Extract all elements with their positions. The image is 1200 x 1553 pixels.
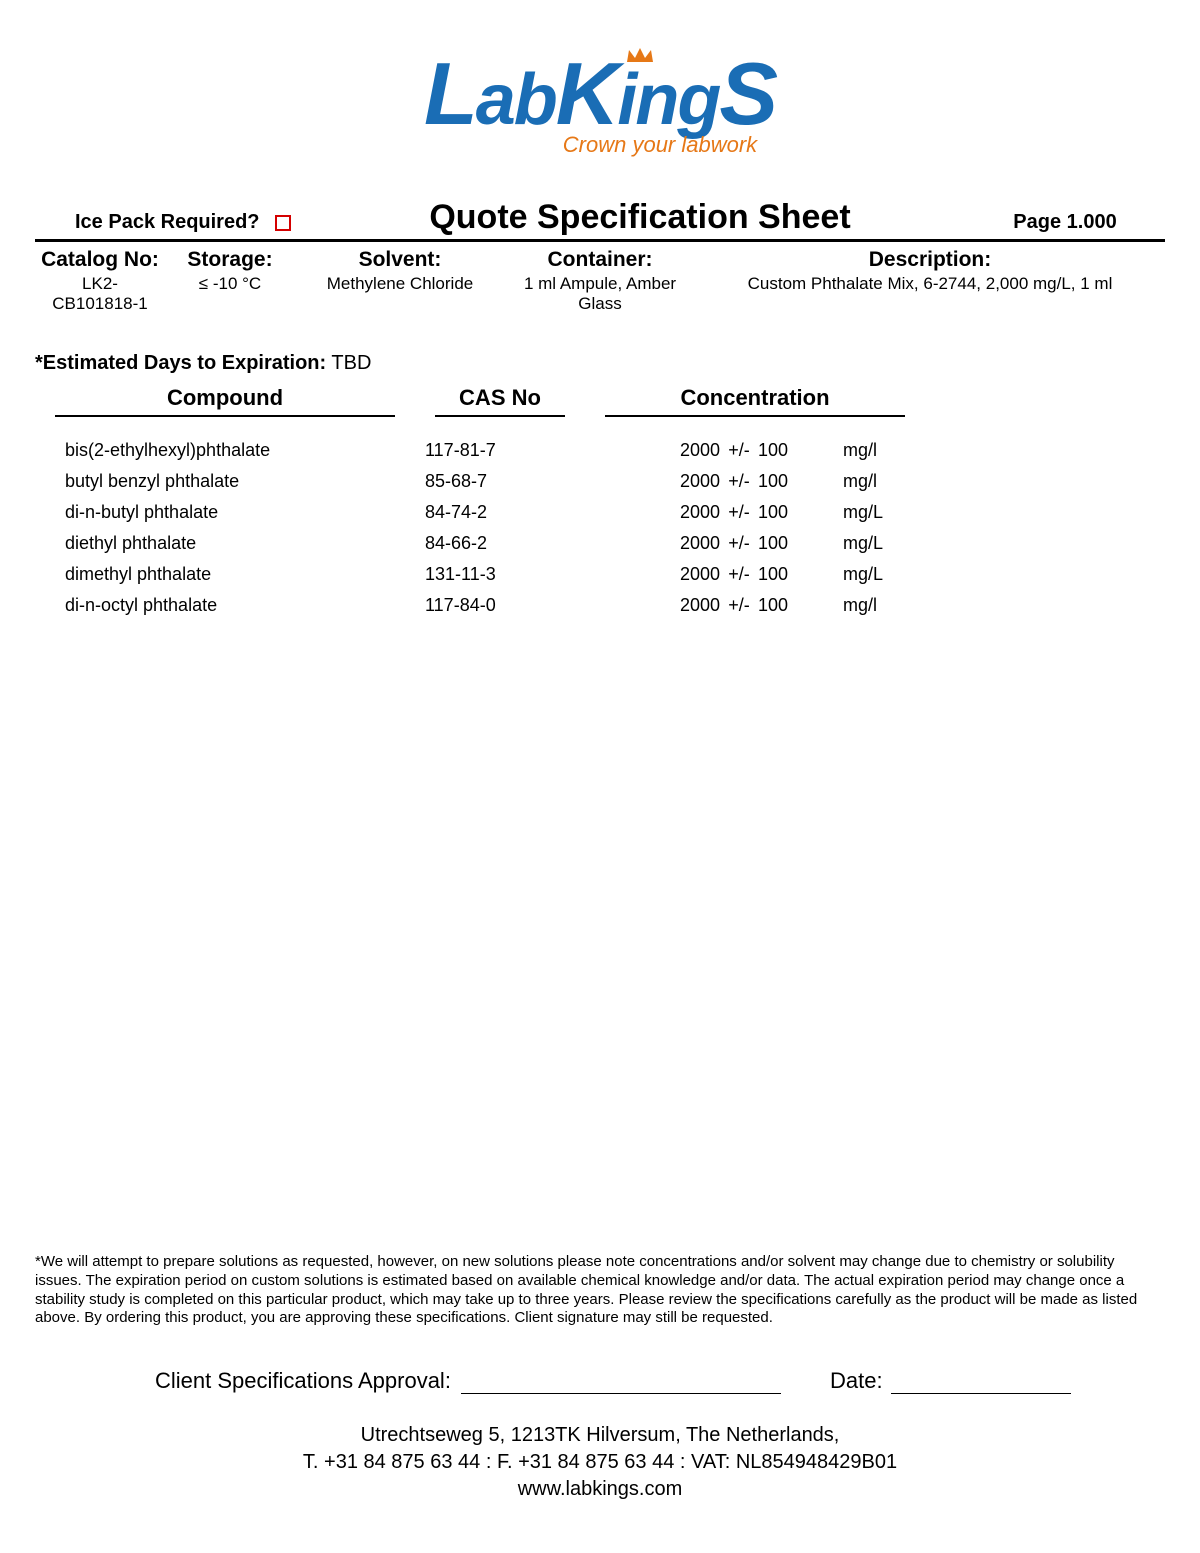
logo-container: LabKingS Crown your labwork <box>35 50 1165 158</box>
table-row: dimethyl phthalate131-11-32000+/-100mg/L <box>35 559 1165 590</box>
cell-compound: diethyl phthalate <box>35 533 415 554</box>
table-row: butyl benzyl phthalate85-68-72000+/-100m… <box>35 466 1165 497</box>
cell-tolerance: 100 <box>758 440 813 461</box>
table-body: bis(2-ethylhexyl)phthalate117-81-72000+/… <box>35 435 1165 621</box>
storage-label: Storage: <box>171 248 289 272</box>
date-label: Date: <box>830 1368 883 1393</box>
cell-tolerance: 100 <box>758 471 813 492</box>
cell-tolerance: 100 <box>758 595 813 616</box>
cell-cas: 84-66-2 <box>415 533 650 554</box>
cell-plusminus: +/- <box>720 502 758 523</box>
cell-unit: mg/l <box>813 440 903 461</box>
meta-catalog: Catalog No: LK2-CB101818-1 <box>35 248 165 314</box>
cell-value: 2000 <box>650 564 720 585</box>
meta-description: Description: Custom Phthalate Mix, 6-274… <box>695 248 1165 314</box>
cell-plusminus: +/- <box>720 595 758 616</box>
cell-plusminus: +/- <box>720 471 758 492</box>
cell-tolerance: 100 <box>758 564 813 585</box>
cell-compound: di-n-octyl phthalate <box>35 595 415 616</box>
table-row: diethyl phthalate84-66-22000+/-100mg/L <box>35 528 1165 559</box>
description-label: Description: <box>701 248 1159 272</box>
ice-pack-field: Ice Pack Required? <box>35 211 315 234</box>
date-signature-line[interactable] <box>891 1393 1071 1394</box>
catalog-value: LK2-CB101818-1 <box>41 274 159 314</box>
page-title: Quote Specification Sheet <box>315 198 965 237</box>
expiration-row: *Estimated Days to Expiration: TBD <box>35 352 1165 375</box>
table-row: di-n-butyl phthalate84-74-22000+/-100mg/… <box>35 497 1165 528</box>
page-number: Page 1.000 <box>965 211 1165 234</box>
cell-cas: 84-74-2 <box>415 502 650 523</box>
cell-tolerance: 100 <box>758 533 813 554</box>
footer-block: *We will attempt to prepare solutions as… <box>35 1253 1165 1503</box>
crown-icon <box>625 46 655 64</box>
header-concentration: Concentration <box>605 385 905 417</box>
signature-row: Client Specifications Approval: Date: <box>35 1368 1165 1394</box>
logo-tagline: Crown your labwork <box>544 132 776 158</box>
approval-signature-line[interactable] <box>461 1393 781 1394</box>
cell-compound: di-n-butyl phthalate <box>35 502 415 523</box>
catalog-label: Catalog No: <box>41 248 159 272</box>
cell-compound: dimethyl phthalate <box>35 564 415 585</box>
container-label: Container: <box>511 248 689 272</box>
meta-container: Container: 1 ml Ampule, Amber Glass <box>505 248 695 314</box>
cell-unit: mg/L <box>813 564 903 585</box>
website: www.labkings.com <box>35 1476 1165 1503</box>
approval-label: Client Specifications Approval: <box>155 1368 451 1393</box>
spec-sheet-page: LabKingS Crown your labwork Ice Pack Req… <box>0 0 1200 1553</box>
cell-unit: mg/l <box>813 595 903 616</box>
logo-brand-text: LabKingS <box>424 50 776 138</box>
description-value: Custom Phthalate Mix, 6-2744, 2,000 mg/L… <box>701 274 1159 294</box>
meta-storage: Storage: ≤ -10 °C <box>165 248 295 314</box>
cell-value: 2000 <box>650 471 720 492</box>
address-block: Utrechtseweg 5, 1213TK Hilversum, The Ne… <box>35 1422 1165 1503</box>
cell-value: 2000 <box>650 502 720 523</box>
cell-unit: mg/L <box>813 533 903 554</box>
cell-value: 2000 <box>650 440 720 461</box>
solvent-value: Methylene Chloride <box>301 274 499 294</box>
cell-cas: 117-84-0 <box>415 595 650 616</box>
cell-cas: 85-68-7 <box>415 471 650 492</box>
cell-plusminus: +/- <box>720 440 758 461</box>
disclaimer-text: *We will attempt to prepare solutions as… <box>35 1253 1165 1328</box>
solvent-label: Solvent: <box>301 248 499 272</box>
expiration-value: TBD <box>331 352 371 374</box>
ice-pack-checkbox[interactable] <box>275 215 291 231</box>
container-value: 1 ml Ampule, Amber Glass <box>511 274 689 314</box>
ice-pack-label: Ice Pack Required? <box>75 211 260 233</box>
cell-value: 2000 <box>650 595 720 616</box>
address-line2: T. +31 84 875 63 44 : F. +31 84 875 63 4… <box>35 1449 1165 1476</box>
cell-plusminus: +/- <box>720 533 758 554</box>
meta-row: Catalog No: LK2-CB101818-1 Storage: ≤ -1… <box>35 248 1165 314</box>
cell-unit: mg/l <box>813 471 903 492</box>
cell-cas: 131-11-3 <box>415 564 650 585</box>
cell-unit: mg/L <box>813 502 903 523</box>
header-row: Ice Pack Required? Quote Specification S… <box>35 198 1165 242</box>
header-compound: Compound <box>55 385 395 417</box>
cell-compound: butyl benzyl phthalate <box>35 471 415 492</box>
table-header: Compound CAS No Concentration <box>35 385 1165 417</box>
cell-compound: bis(2-ethylhexyl)phthalate <box>35 440 415 461</box>
table-row: bis(2-ethylhexyl)phthalate117-81-72000+/… <box>35 435 1165 466</box>
cell-tolerance: 100 <box>758 502 813 523</box>
meta-solvent: Solvent: Methylene Chloride <box>295 248 505 314</box>
header-cas: CAS No <box>435 385 565 417</box>
cell-plusminus: +/- <box>720 564 758 585</box>
storage-value: ≤ -10 °C <box>171 274 289 294</box>
address-line1: Utrechtseweg 5, 1213TK Hilversum, The Ne… <box>35 1422 1165 1449</box>
table-row: di-n-octyl phthalate117-84-02000+/-100mg… <box>35 590 1165 621</box>
labkings-logo: LabKingS Crown your labwork <box>424 50 776 158</box>
expiration-label: *Estimated Days to Expiration: <box>35 352 326 374</box>
cell-value: 2000 <box>650 533 720 554</box>
cell-cas: 117-81-7 <box>415 440 650 461</box>
